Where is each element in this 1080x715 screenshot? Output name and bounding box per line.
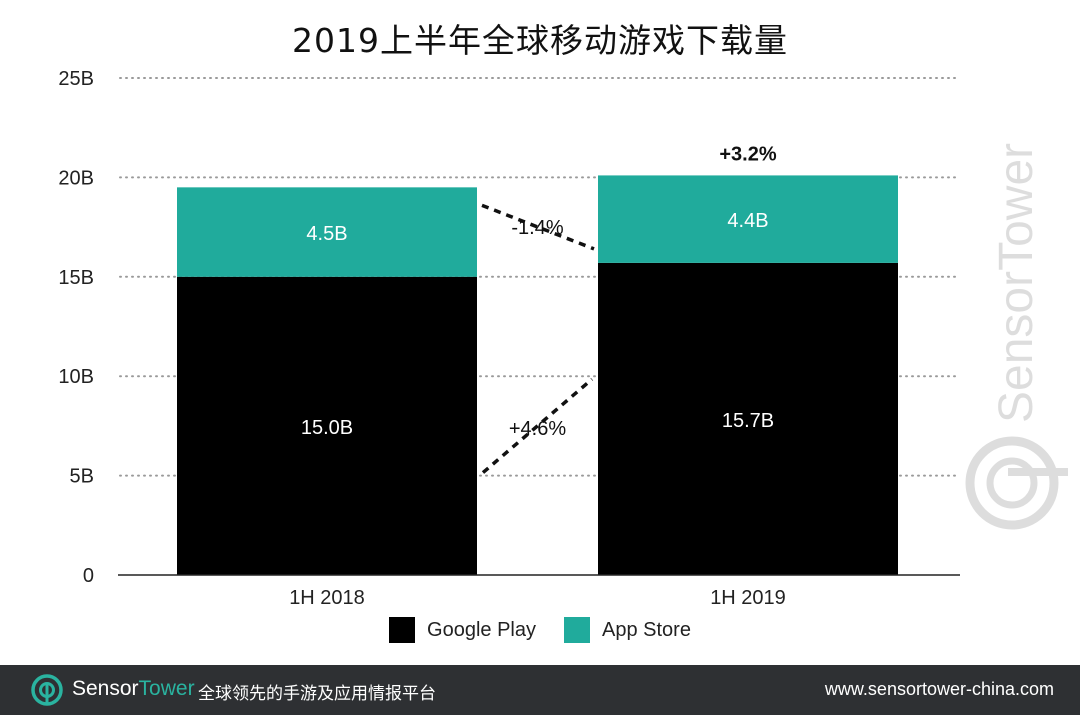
bar-value-label: 4.4B — [727, 210, 768, 232]
change-connectors — [481, 203, 595, 474]
bar-app-store — [598, 175, 898, 263]
footer-url[interactable]: www.sensortower-china.com — [824, 679, 1054, 699]
footer-brand: SensorTower — [72, 677, 195, 701]
y-tick-label: 20B — [58, 167, 94, 189]
connector-google-play-change — [481, 377, 594, 474]
app-store-change-label: -1.4% — [511, 217, 563, 239]
bar-value-label: 4.5B — [306, 223, 347, 245]
y-axis-ticks: 0 5B 10B 15B 20B 25B — [58, 68, 94, 587]
change-annotations: -1.4% +4.6% +3.2% — [509, 143, 777, 440]
google-play-change-label: +4.6% — [509, 418, 566, 440]
x-axis-ticks: 1H 2018 1H 2019 — [289, 587, 786, 609]
bar-value-label: 15.0B — [301, 417, 353, 439]
legend-item-app-store: App Store — [564, 617, 691, 643]
footer-tagline: 全球领先的手游及应用情报平台 — [198, 684, 436, 704]
legend-label-google-play: Google Play — [427, 618, 536, 641]
bar-google-play — [598, 262, 898, 575]
watermark-text: SensorTower — [990, 143, 1043, 423]
bar-app-store — [177, 187, 477, 277]
bar-google-play — [177, 276, 477, 575]
watermark-logo-icon — [965, 436, 1068, 530]
footer-bar: SensorTower 全球领先的手游及应用情报平台 www.sensortow… — [0, 665, 1080, 715]
bars: 15.0B 4.5B 15.7B 4.4B — [177, 175, 898, 575]
sensortower-logo-icon — [31, 674, 63, 706]
x-tick-label: 1H 2018 — [289, 587, 365, 609]
y-tick-label: 15B — [58, 267, 94, 289]
y-tick-label: 5B — [70, 466, 94, 488]
sensortower-watermark: SensorTower — [965, 143, 1068, 530]
y-tick-label: 25B — [58, 68, 94, 90]
legend-swatch-app-store — [564, 617, 590, 643]
chart-title: 2019上半年全球移动游戏下载量 — [292, 21, 788, 60]
bar-value-label: 15.7B — [722, 410, 774, 432]
y-tick-label: 0 — [83, 565, 94, 587]
footer-brand-part2: Tower — [138, 677, 195, 700]
x-tick-label: 1H 2019 — [710, 587, 786, 609]
legend: Google Play App Store — [0, 617, 1080, 643]
y-tick-label: 10B — [58, 366, 94, 388]
footer-brand-part1: Sensor — [72, 677, 139, 700]
legend-item-google-play: Google Play — [389, 617, 536, 643]
chart-plot: 0 5B 10B 15B 20B 25B 15.0B 4.5B 15.7B 4.4B 1H 20… — [58, 68, 960, 609]
legend-swatch-google-play — [389, 617, 416, 643]
total-change-label: +3.2% — [719, 143, 776, 165]
legend-label-app-store: App Store — [602, 618, 691, 641]
